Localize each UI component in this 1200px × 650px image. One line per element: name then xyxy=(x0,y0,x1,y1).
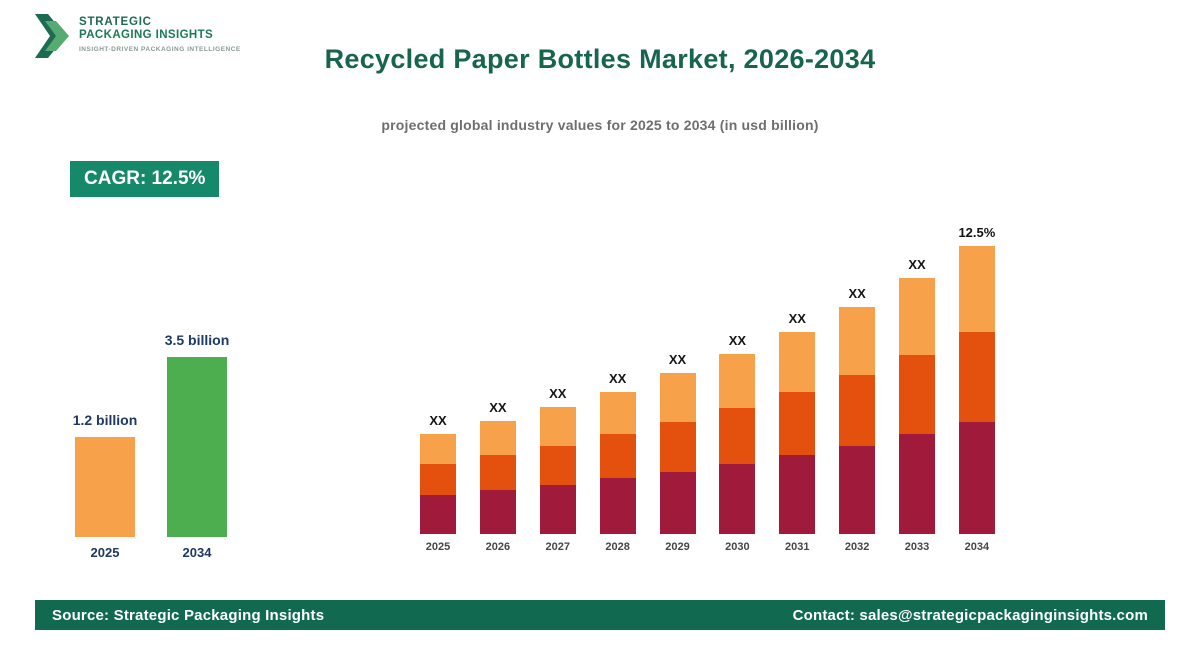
segment-bottom xyxy=(420,494,456,534)
bar-stack-2028 xyxy=(599,391,636,534)
bar-year-label: 2026 xyxy=(485,541,511,553)
segment-top xyxy=(719,354,756,409)
bar-year-label: 2033 xyxy=(904,541,930,553)
bar-value-label: XX xyxy=(608,370,627,386)
mini-bar-value-label: 1.2 billion xyxy=(72,412,138,428)
bar-stack-2030 xyxy=(719,354,756,534)
logo-chevrons-icon xyxy=(35,14,69,58)
bar-group-2030: XX 2030 xyxy=(719,333,756,553)
bar-value-label: XX xyxy=(549,386,567,402)
bar-group-2034: 12.5% 2034 xyxy=(958,224,996,553)
segment-top xyxy=(839,306,876,375)
page-subtitle: projected global industry values for 202… xyxy=(381,117,819,133)
mini-bar-2025 xyxy=(75,437,135,537)
bar-year-label: 2025 xyxy=(425,541,451,553)
segment-bottom xyxy=(958,421,995,534)
bar-stack-2031 xyxy=(779,331,816,534)
bar-stack-2029 xyxy=(659,373,696,534)
segment-middle xyxy=(719,408,756,464)
bar-value-label: XX xyxy=(429,413,447,429)
segment-top xyxy=(599,391,636,435)
logo-tagline: INSIGHT-DRIVEN PACKAGING INTELLIGENCE xyxy=(79,46,241,54)
bar-year-label: 2029 xyxy=(665,541,690,553)
logo-name-line1: STRATEGIC xyxy=(79,16,152,28)
segment-middle xyxy=(420,464,456,495)
segment-top xyxy=(958,245,995,333)
bar-year-label: 2027 xyxy=(545,541,570,553)
bar-value-label: 12.5% xyxy=(958,224,996,240)
segment-top xyxy=(539,407,576,446)
segment-bottom xyxy=(899,434,935,534)
segment-bottom xyxy=(539,484,576,534)
bar-stack-2033 xyxy=(899,278,935,534)
bar-stack-2025 xyxy=(420,434,456,534)
segment-middle xyxy=(539,445,576,485)
footer-contact: Contact: sales@strategicpackaginginsight… xyxy=(792,606,1148,624)
segment-middle xyxy=(779,392,816,455)
mini-bar-value-label: 3.5 billion xyxy=(164,332,230,348)
segment-top xyxy=(899,278,935,355)
bar-group-2029: XX 2029 xyxy=(659,352,696,553)
segment-top xyxy=(659,373,696,422)
segment-bottom xyxy=(719,464,756,534)
segment-top xyxy=(779,331,816,393)
bar-value-label: XX xyxy=(489,399,507,415)
segment-bottom xyxy=(659,471,696,534)
bar-value-label: XX xyxy=(908,257,926,273)
bar-year-label: 2032 xyxy=(844,541,870,553)
segment-bottom xyxy=(599,478,636,534)
bar-stack-2032 xyxy=(839,306,876,534)
bar-group-2026: XX 2026 xyxy=(479,399,516,553)
segment-middle xyxy=(599,434,636,479)
logo-text: STRATEGIC PACKAGING INSIGHTS INSIGHT-DRI… xyxy=(79,12,241,54)
mini-chart: 1.2 billion 2025 3.5 billion 2034 xyxy=(70,332,232,560)
bar-stack-2034 xyxy=(958,245,995,534)
footer-source: Source: Strategic Packaging Insights xyxy=(52,606,325,624)
bar-group-2028: XX 2028 xyxy=(599,370,636,553)
segment-middle xyxy=(659,421,696,472)
bar-value-label: XX xyxy=(848,285,866,301)
bar-year-label: 2030 xyxy=(725,541,750,553)
segment-bottom xyxy=(479,489,516,534)
segment-middle xyxy=(479,454,516,490)
bar-stack-2027 xyxy=(539,407,576,534)
main-chart-bars: XX 2025 XX 2026 XX 2027 XX 2028 XX 2029 XX 2030 XX 20… xyxy=(420,225,995,553)
segment-middle xyxy=(899,354,935,434)
page-title: Recycled Paper Bottles Market, 2026-2034 xyxy=(324,44,876,74)
bar-stack-2026 xyxy=(479,420,516,534)
bar-value-label: XX xyxy=(668,352,687,368)
bar-year-label: 2034 xyxy=(964,541,990,553)
segment-top xyxy=(479,420,516,455)
bar-value-label: XX xyxy=(728,333,747,349)
bar-group-2027: XX 2027 xyxy=(539,386,576,553)
bar-group-2033: XX 2033 xyxy=(899,257,935,553)
mini-bar-group-2034: 3.5 billion 2034 xyxy=(162,332,232,560)
segment-middle xyxy=(839,374,876,446)
logo-name-line2: PACKAGING INSIGHTS xyxy=(79,29,214,42)
logo: STRATEGIC PACKAGING INSIGHTS INSIGHT-DRI… xyxy=(35,12,241,60)
bar-year-label: 2031 xyxy=(785,541,810,553)
segment-top xyxy=(420,434,456,465)
mini-bar-year-label: 2025 xyxy=(90,545,120,560)
mini-bar-year-label: 2034 xyxy=(182,545,212,560)
mini-bar-2034 xyxy=(167,357,227,537)
footer-bar: Source: Strategic Packaging Insights Con… xyxy=(35,600,1165,630)
bar-group-2025: XX 2025 xyxy=(420,413,456,553)
segment-bottom xyxy=(779,454,816,534)
segment-middle xyxy=(958,332,995,422)
bar-group-2031: XX 2031 xyxy=(779,310,816,553)
cagr-badge: CAGR: 12.5% xyxy=(70,161,220,197)
segment-bottom xyxy=(839,445,876,534)
bar-year-label: 2028 xyxy=(605,541,630,553)
bar-value-label: XX xyxy=(788,310,806,326)
mini-bar-group-2025: 1.2 billion 2025 xyxy=(70,412,140,560)
bar-group-2032: XX 2032 xyxy=(839,285,876,553)
